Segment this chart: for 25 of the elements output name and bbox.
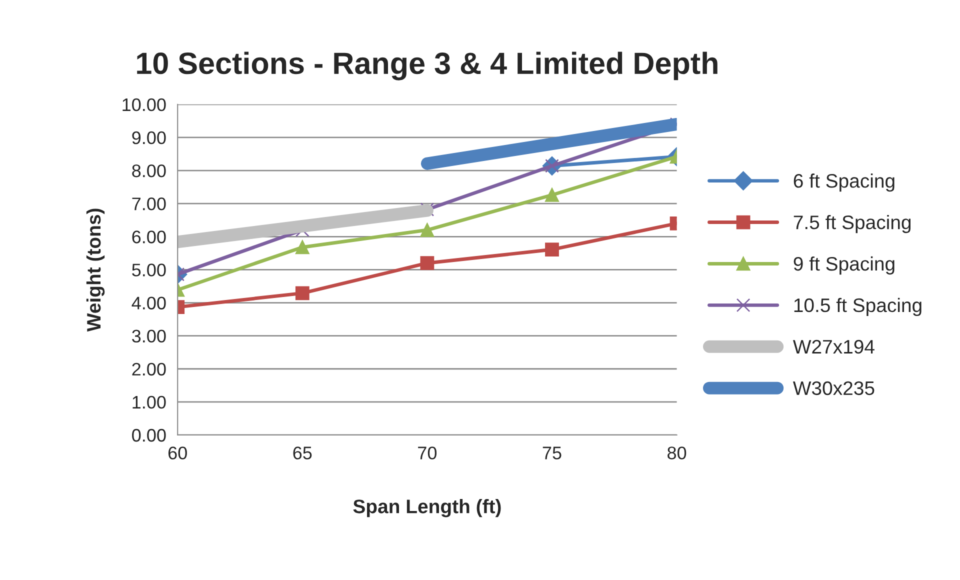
y-tick-label: 6.00	[132, 230, 166, 244]
y-axis-title: Weight (tons)	[86, 208, 105, 332]
x-tick-label: 60	[168, 446, 187, 460]
legend-label: 6 ft Spacing	[794, 174, 894, 192]
y-tick-label: 0.00	[132, 428, 166, 442]
y-tick-label: 8.00	[132, 164, 166, 178]
x-tick-label: 75	[542, 446, 562, 460]
legend-label: 7.5 ft Spacing	[794, 214, 911, 234]
y-tick-label: 10.00	[122, 98, 166, 112]
chart-title: 10 Sections - Range 3 & 4 Limited Depth	[137, 52, 718, 80]
y-tick-label: 2.00	[132, 362, 166, 376]
x-tick-label: 70	[418, 446, 437, 460]
y-tick-label: 9.00	[132, 131, 166, 144]
x-tick-label: 65	[293, 446, 312, 460]
legend-label: 9 ft Spacing	[794, 256, 894, 275]
legend-label: W27x194	[792, 340, 874, 354]
y-tick-label: 7.00	[132, 198, 166, 210]
y-tick-label: 4.00	[132, 296, 166, 310]
legend-label: W30x235	[792, 381, 874, 396]
x-tick-label: 80	[668, 446, 686, 460]
x-axis-title: Span Length (ft)	[353, 499, 501, 518]
legend-label: 10.5 ft Spacing	[794, 298, 922, 316]
y-tick-label: 5.00	[132, 264, 166, 276]
y-tick-label: 1.00	[132, 396, 166, 409]
y-tick-label: 3.00	[132, 330, 166, 343]
